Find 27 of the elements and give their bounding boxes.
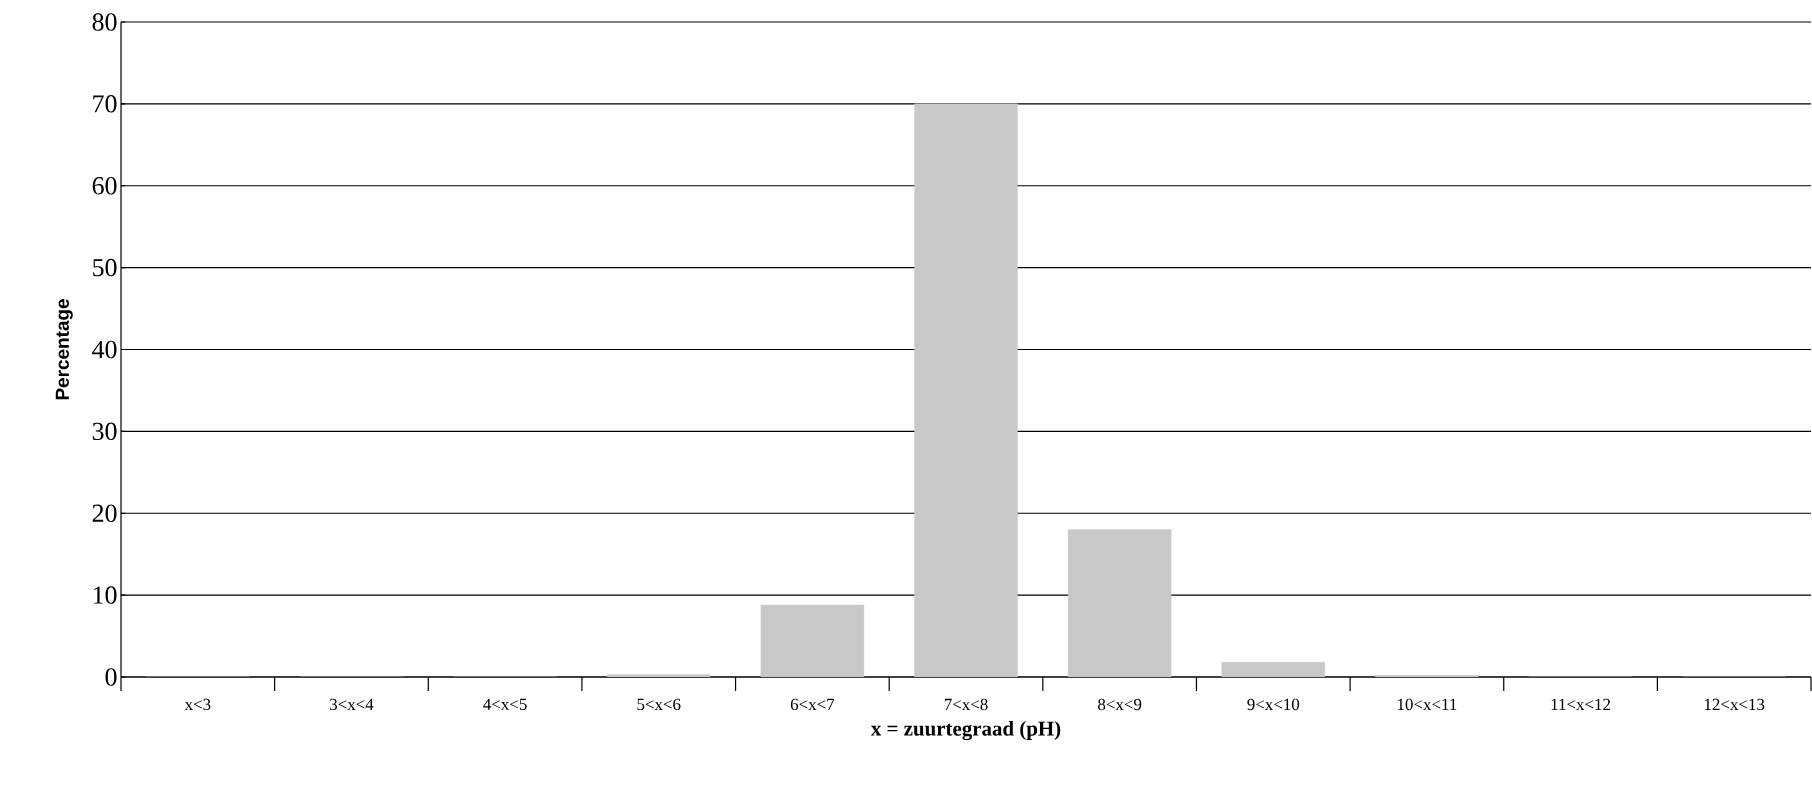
x-tick-label: 3<x<4 bbox=[330, 698, 374, 711]
y-tick-label: 80 bbox=[92, 13, 117, 31]
y-tick-label: 70 bbox=[93, 95, 117, 113]
x-tick-label: 5<x<6 bbox=[637, 698, 681, 711]
x-axis-title: x = zuurtegraad (pH) bbox=[870, 720, 1061, 741]
y-axis-title: Percentage bbox=[55, 299, 73, 400]
x-tick-label: 11<x<12 bbox=[1551, 698, 1611, 710]
x-tick-label: 10<x<11 bbox=[1398, 698, 1457, 711]
bar bbox=[607, 674, 711, 677]
x-tick-label: 12<x<13 bbox=[1704, 698, 1765, 711]
bar bbox=[760, 604, 865, 677]
x-tick-label: x<3 bbox=[184, 698, 211, 711]
y-tick-label: 30 bbox=[92, 422, 117, 441]
x-tick-label: 8<x<9 bbox=[1098, 698, 1142, 711]
bar bbox=[1221, 662, 1325, 677]
y-tick-label: 20 bbox=[92, 504, 117, 522]
bar bbox=[1067, 529, 1172, 677]
y-tick-label: 0 bbox=[105, 668, 117, 686]
y-tick-label: 60 bbox=[92, 176, 117, 195]
y-tick-label: 50 bbox=[93, 258, 117, 277]
bar bbox=[914, 103, 1018, 677]
y-tick-label: 10 bbox=[93, 586, 117, 604]
x-tick-label: 6<x<7 bbox=[790, 698, 835, 711]
x-tick-label: 9<x<10 bbox=[1247, 698, 1300, 711]
x-tick-label: 4<x<5 bbox=[483, 698, 527, 711]
x-tick-label: 7<x<8 bbox=[944, 698, 988, 711]
y-tick-label: 40 bbox=[92, 340, 117, 359]
